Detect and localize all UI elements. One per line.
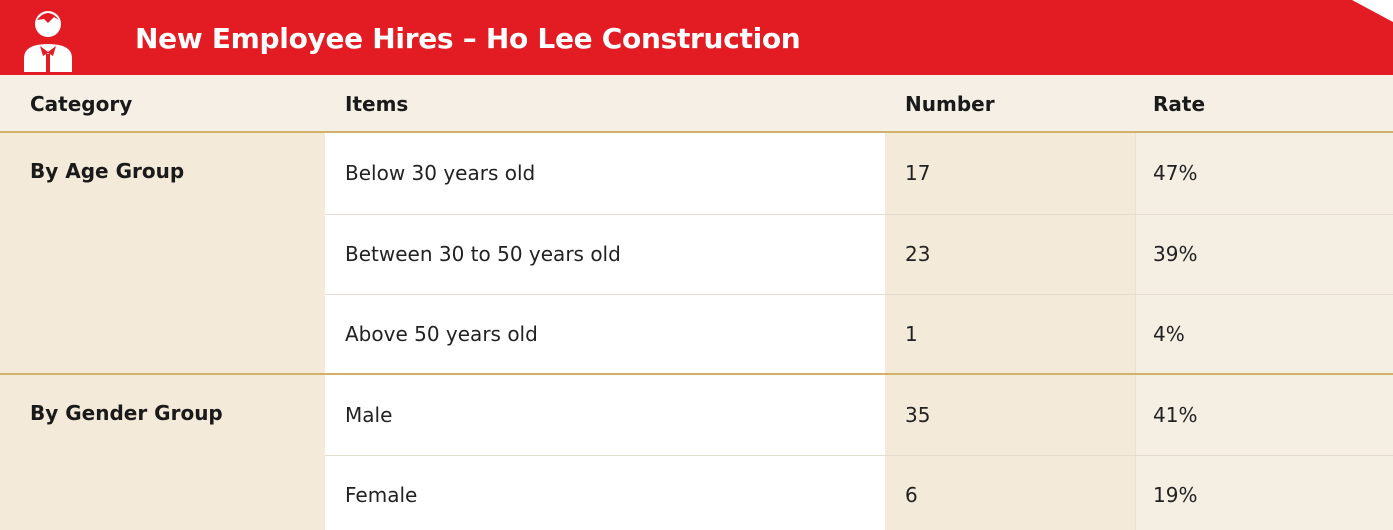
- cell: 47%: [1153, 161, 1198, 185]
- column-header: Items: [345, 92, 409, 116]
- cell: 17: [905, 161, 931, 185]
- cell: 1: [905, 322, 918, 346]
- title: New Employee Hires – Ho Lee Construction: [135, 22, 801, 55]
- cell: 23: [905, 242, 931, 266]
- cell: Female: [345, 483, 418, 507]
- column-divider: [1135, 133, 1136, 530]
- cell: Below 30 years old: [345, 161, 536, 185]
- employee-icon: [24, 11, 72, 72]
- cell: 39%: [1153, 242, 1198, 266]
- cell: 19%: [1153, 483, 1198, 507]
- column-header: Category: [30, 92, 133, 116]
- header-bar: [0, 0, 1393, 75]
- column-header-row: [0, 75, 1393, 131]
- cell: 4%: [1153, 322, 1185, 346]
- cell: Between 30 to 50 years old: [345, 242, 621, 266]
- row-divider: [325, 214, 1393, 215]
- cell: 35: [905, 403, 931, 427]
- group-divider: [0, 131, 1393, 133]
- column-header: Number: [905, 92, 995, 116]
- rate-column: [1135, 133, 1393, 530]
- category-label: By Age Group: [30, 159, 185, 183]
- cell: 41%: [1153, 403, 1198, 427]
- group-divider: [0, 373, 1393, 375]
- category-label: By Gender Group: [30, 400, 223, 425]
- row-divider: [325, 294, 1393, 295]
- category-column: [0, 133, 325, 530]
- cell: Above 50 years old: [345, 322, 538, 346]
- cell: 6: [905, 483, 918, 507]
- number-column: [885, 133, 1135, 530]
- row-divider: [325, 455, 1393, 456]
- cell: Male: [345, 403, 393, 427]
- column-header: Rate: [1153, 92, 1206, 116]
